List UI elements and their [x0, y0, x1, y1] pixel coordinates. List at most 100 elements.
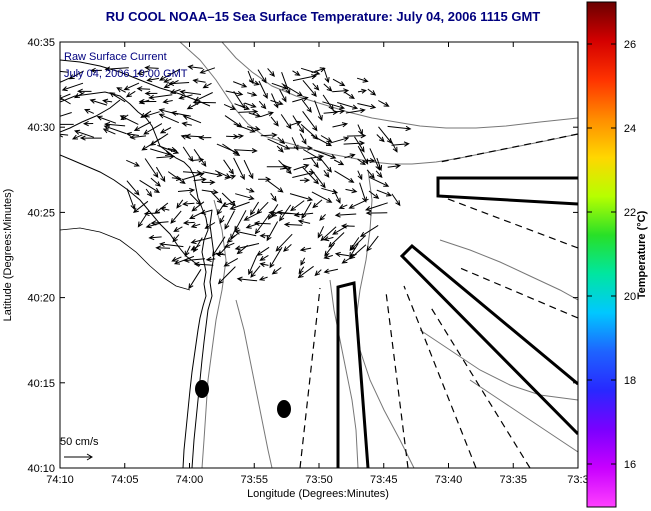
- current-vector: [224, 174, 237, 180]
- current-vector: [60, 134, 64, 138]
- current-vector: [145, 222, 161, 229]
- current-vector: [277, 136, 286, 145]
- colorbar-tick-label: 18: [624, 375, 636, 387]
- current-vector: [299, 177, 311, 183]
- current-vector: [260, 132, 278, 138]
- current-vector: [234, 103, 250, 111]
- current-vector: [68, 70, 84, 80]
- current-vector: [182, 220, 195, 226]
- current-vector: [60, 67, 61, 69]
- current-vector: [170, 210, 182, 224]
- current-vector: [293, 212, 314, 218]
- current-vector: [155, 166, 166, 183]
- current-vector: [233, 123, 256, 133]
- current-vector: [71, 134, 83, 140]
- current-vector: [126, 180, 140, 196]
- current-vector: [354, 136, 365, 153]
- current-vector: [159, 206, 170, 212]
- current-vector: [311, 191, 333, 203]
- current-vector: [89, 67, 102, 74]
- current-vector: [223, 257, 239, 267]
- current-vector: [288, 145, 314, 151]
- current-vector: [191, 201, 205, 212]
- current-vector: [233, 157, 245, 181]
- current-vector: [349, 243, 359, 258]
- current-vector: [258, 176, 272, 182]
- current-vector: [224, 242, 235, 248]
- current-vector: [82, 120, 94, 127]
- current-vector: [366, 169, 375, 179]
- current-vector: [133, 121, 152, 132]
- x-tick-label: 73:40: [435, 474, 463, 486]
- current-vector: [150, 148, 172, 156]
- current-vector: [202, 171, 223, 178]
- current-vector: [275, 233, 293, 252]
- x-tick-label: 73:45: [370, 474, 398, 486]
- current-vector: [156, 154, 176, 160]
- current-vector: [159, 241, 184, 248]
- current-vector: [259, 233, 270, 239]
- current-vector: [367, 88, 377, 96]
- current-vector: [119, 115, 139, 125]
- current-vector: [357, 124, 363, 136]
- current-vector: [234, 229, 257, 237]
- current-vector: [73, 91, 85, 99]
- current-vector: [313, 149, 337, 159]
- current-vector: [323, 83, 333, 92]
- current-vector: [292, 170, 315, 178]
- current-vector: [311, 67, 326, 74]
- current-vector: [184, 133, 202, 139]
- current-vector: [340, 223, 355, 229]
- current-vector: [144, 158, 159, 179]
- current-vector: [205, 256, 216, 262]
- current-vector: [143, 123, 163, 135]
- current-vector: [279, 89, 287, 103]
- current-vector: [60, 112, 72, 117]
- river-inlet: [60, 99, 121, 133]
- current-vector: [136, 86, 151, 92]
- current-vector: [225, 90, 244, 97]
- current-vector: [301, 202, 312, 220]
- current-vector: [333, 159, 345, 166]
- current-vector: [321, 160, 333, 173]
- current-vector: [177, 187, 196, 194]
- current-vector: [320, 135, 333, 143]
- current-vector: [267, 180, 284, 193]
- current-vector: [159, 68, 181, 81]
- current-vector: [173, 255, 195, 265]
- current-vector: [187, 64, 203, 70]
- current-vector: [217, 266, 236, 285]
- current-vector: [319, 214, 326, 221]
- current-vector: [186, 101, 201, 110]
- current-vector: [176, 199, 184, 209]
- current-vector: [243, 211, 261, 221]
- current-vector: [137, 210, 150, 228]
- current-vector: [103, 125, 127, 135]
- current-vector: [298, 266, 305, 275]
- current-vector: [125, 90, 136, 98]
- current-vector: [323, 67, 330, 84]
- current-vector: [317, 226, 325, 239]
- current-vector: [256, 246, 270, 256]
- current-vector: [194, 92, 213, 102]
- current-vector: [234, 133, 245, 139]
- current-vector: [323, 170, 330, 178]
- current-vector: [224, 210, 235, 230]
- current-vector: [247, 91, 258, 97]
- upper-shore: [60, 59, 211, 107]
- current-vector: [172, 234, 180, 243]
- current-vector: [260, 111, 274, 118]
- current-vector: [343, 140, 366, 146]
- current-vector: [60, 96, 71, 105]
- current-vector: [61, 82, 84, 92]
- current-vector: [60, 133, 69, 136]
- current-vector: [77, 88, 92, 94]
- coastline: [60, 91, 209, 468]
- current-vector: [302, 111, 318, 132]
- current-vector: [233, 81, 248, 88]
- current-vector: [245, 187, 255, 193]
- current-vector: [267, 68, 275, 77]
- current-vector: [334, 212, 357, 218]
- current-vector: [168, 80, 190, 87]
